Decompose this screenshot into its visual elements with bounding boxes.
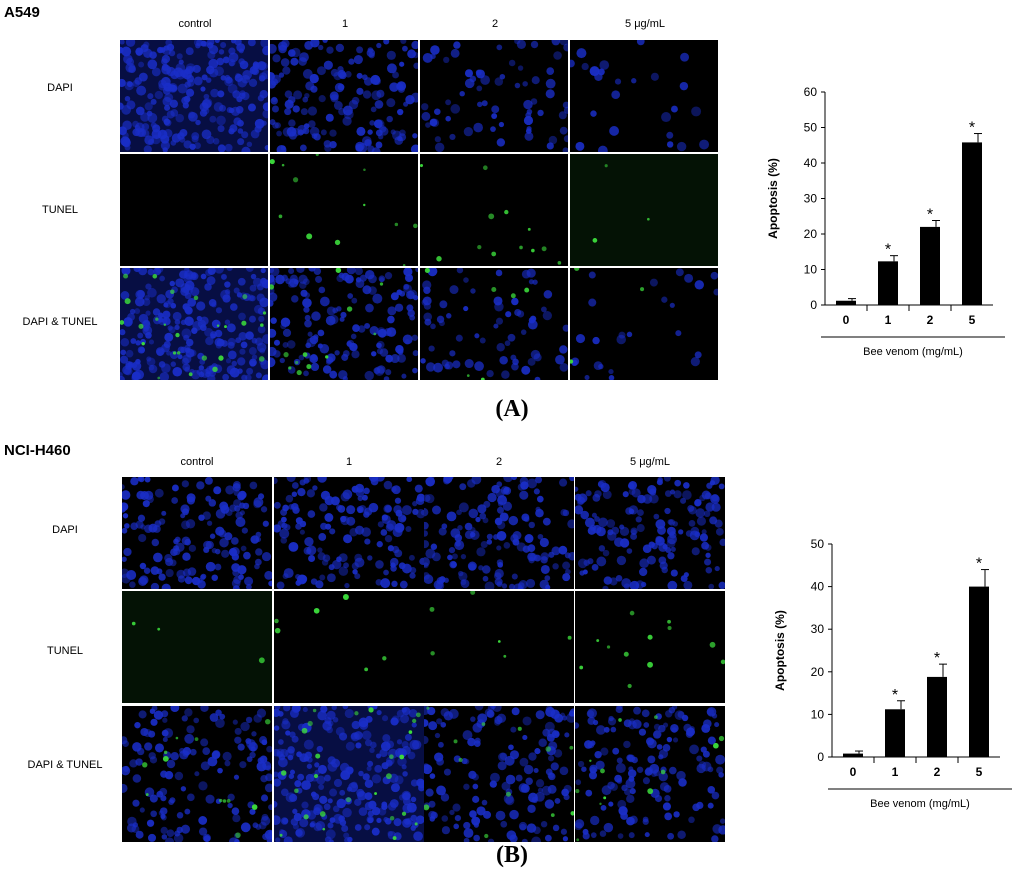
bar — [962, 142, 982, 305]
micrograph-a-merge-dose-2 — [420, 268, 568, 380]
bar — [920, 226, 940, 305]
micrograph-b-tunel-dose-2 — [424, 591, 574, 703]
column-header-dose-2: 2 — [491, 18, 499, 30]
category-label: 2 — [934, 765, 941, 779]
micrograph-a-merge-dose-5 — [570, 268, 718, 380]
micrograph-a-dapi-dose-2 — [420, 40, 568, 152]
row-header-dapi-tunel: DAPI & TUNEL — [27, 759, 103, 771]
bar — [969, 586, 989, 757]
y-axis-label: Apoptosis (%) — [773, 610, 787, 691]
micrograph-a-merge-dose-1 — [270, 268, 418, 380]
category-label: 5 — [969, 313, 976, 327]
y-tick-label: 50 — [811, 537, 825, 551]
significance-marker: * — [885, 242, 891, 259]
row-header-dapi: DAPI — [52, 524, 78, 536]
y-tick-label: 60 — [804, 85, 818, 99]
micrograph-a-dapi-control — [120, 40, 268, 152]
significance-marker: * — [927, 207, 933, 224]
bar — [843, 753, 863, 757]
category-label: 0 — [850, 765, 857, 779]
micrograph-a-dapi-dose-1 — [270, 40, 418, 152]
micrograph-b-merge-dose-2 — [424, 706, 574, 842]
column-header-dose-2: 2 — [495, 456, 503, 468]
micrograph-b-dapi-dose-5 — [575, 477, 725, 589]
micrograph-b-merge-dose-1 — [274, 706, 424, 842]
category-label: 1 — [885, 313, 892, 327]
figure-panel-b: NCI-H460 control 1 2 5 μg/mL DAPI TUNEL … — [0, 440, 1024, 876]
column-header-control: control — [178, 18, 212, 30]
micrograph-b-tunel-control — [122, 591, 272, 703]
bar — [885, 709, 905, 757]
apoptosis-chart-a: 0 10 20 30 40 50 60 0 * 1 * 2 * 5 Bee venom (mg/mL) Apo… — [745, 80, 1015, 370]
bar — [878, 261, 898, 305]
micrograph-b-tunel-dose-5 — [575, 591, 725, 703]
panel-label-a: (A) — [495, 396, 529, 422]
micrograph-a-merge-control — [120, 268, 268, 380]
y-tick-label: 30 — [804, 192, 818, 206]
apoptosis-chart-b: 0 10 20 30 40 50 0 * 1 * 2 * 5 Bee venom (mg/mL) Apopt… — [752, 532, 1022, 827]
significance-marker: * — [976, 556, 982, 573]
micrograph-b-dapi-dose-1 — [274, 477, 424, 589]
y-tick-label: 20 — [811, 665, 825, 679]
micrograph-b-dapi-control — [122, 477, 272, 589]
column-header-dose-5: 5 μg/mL — [630, 456, 670, 468]
micrograph-a-tunel-dose-1 — [270, 154, 418, 266]
bar — [927, 676, 947, 757]
category-label: 2 — [927, 313, 934, 327]
column-header-control: control — [180, 456, 214, 468]
significance-marker: * — [969, 120, 975, 137]
micrograph-a-tunel-control — [120, 154, 268, 266]
micrograph-b-dapi-dose-2 — [424, 477, 574, 589]
y-tick-label: 0 — [817, 750, 824, 764]
column-header-dose-1: 1 — [345, 456, 353, 468]
significance-marker: * — [892, 687, 898, 704]
row-header-tunel: TUNEL — [46, 645, 84, 657]
micrograph-a-dapi-dose-5 — [570, 40, 718, 152]
column-header-dose-5: 5 μg/mL — [625, 18, 665, 30]
micrograph-b-merge-dose-5 — [575, 706, 725, 842]
category-label: 5 — [976, 765, 983, 779]
cell-line-title: A549 — [4, 4, 40, 21]
category-label: 0 — [843, 313, 850, 327]
y-tick-label: 0 — [810, 298, 817, 312]
row-header-tunel: TUNEL — [41, 204, 79, 216]
significance-marker: * — [934, 650, 940, 667]
micrograph-a-tunel-dose-2 — [420, 154, 568, 266]
micrograph-b-tunel-dose-1 — [274, 591, 424, 703]
y-tick-label: 40 — [804, 156, 818, 170]
y-tick-label: 40 — [811, 580, 825, 594]
figure-panel-a: A549 control 1 2 5 μg/mL DAPI TUNEL DAPI… — [4, 4, 1015, 422]
y-tick-label: 30 — [811, 622, 825, 636]
y-tick-label: 10 — [811, 707, 825, 721]
y-tick-label: 50 — [804, 121, 818, 135]
cell-line-title: NCI-H460 — [4, 442, 71, 459]
bar — [836, 300, 856, 305]
row-header-dapi: DAPI — [47, 82, 73, 94]
column-header-dose-1: 1 — [341, 18, 349, 30]
panel-label-b: (B) — [496, 842, 528, 868]
micrograph-a-tunel-dose-5 — [570, 154, 718, 266]
micrograph-b-merge-control — [122, 706, 272, 842]
y-axis-label: Apoptosis (%) — [766, 158, 780, 239]
x-axis-label: Bee venom (mg/mL) — [870, 798, 970, 810]
y-tick-label: 20 — [804, 227, 818, 241]
category-label: 1 — [892, 765, 899, 779]
x-axis-label: Bee venom (mg/mL) — [863, 346, 963, 358]
y-tick-label: 10 — [804, 263, 818, 277]
row-header-dapi-tunel: DAPI & TUNEL — [22, 316, 98, 328]
